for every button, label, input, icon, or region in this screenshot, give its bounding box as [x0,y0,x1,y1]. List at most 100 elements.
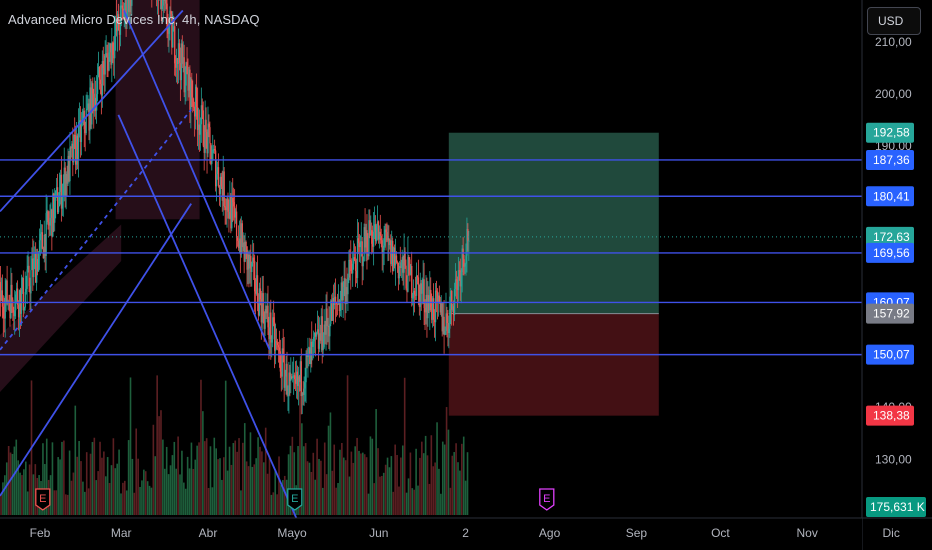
candle [332,297,334,321]
candle [392,240,394,272]
candle [248,254,250,269]
candle [283,354,285,388]
candle [84,129,86,134]
ascending-channel-mid[interactable] [0,109,192,351]
candle [264,309,266,329]
volume-bar [392,491,395,515]
volume-bar [316,438,318,515]
currency-button[interactable]: USD [867,7,921,35]
price-tag[interactable] [866,226,914,247]
candle [466,228,468,256]
earnings-marker-icon[interactable] [539,488,555,511]
candle [16,288,18,295]
candle [252,257,254,263]
volume-bar [354,446,356,515]
volume-bar [82,481,84,515]
candle [439,301,441,313]
volume-bar [411,488,414,515]
candle [434,290,437,323]
volume-bar [221,479,223,515]
descending-channel-upper[interactable] [123,10,271,351]
volume-bar [89,453,92,515]
volume-bar [342,457,345,515]
volume-bar [78,440,80,515]
volume-bar [173,441,176,515]
candle [89,87,91,131]
candle [36,259,38,283]
candle [422,279,424,290]
ascending-channel-upper[interactable] [0,9,184,213]
volume-bar [139,486,141,515]
candle [325,308,327,335]
candle [95,97,97,111]
candle [464,263,466,267]
volume-bar [108,483,111,515]
candle [196,107,199,130]
volume-bar [85,452,88,515]
candle [106,53,108,58]
volume-bar [409,452,412,515]
price-tag[interactable] [866,344,914,365]
volume-bar [436,422,438,515]
candle [309,347,311,364]
candle [58,191,61,207]
position-target-zone[interactable] [448,132,659,314]
price-tag[interactable] [866,405,914,426]
candle [52,193,54,237]
candle [334,296,336,305]
candle [333,297,335,305]
candle [59,174,62,192]
price-tag[interactable] [866,149,914,170]
candle [40,232,43,234]
candle [296,371,299,386]
volume-bar [280,484,282,515]
candle [56,187,59,213]
candle [98,67,101,80]
candle [437,295,440,303]
candle [263,316,265,329]
candle [233,202,235,207]
candle [21,278,24,289]
volume-bar [390,456,393,515]
volume-bar [63,440,65,515]
candle [76,135,79,161]
candle [251,262,253,272]
volume-bar [196,445,198,515]
candle [393,247,395,272]
candle [112,42,114,55]
candle [349,259,351,261]
candle [175,63,177,68]
volume-bar [358,450,360,515]
candle [54,200,56,223]
candle [47,211,49,223]
descending-channel-lower[interactable] [117,114,302,528]
volume-bar [234,440,237,515]
volume-bar [13,446,16,515]
earnings-marker-label: E [543,493,550,505]
earnings-marker-icon[interactable] [287,488,303,511]
candle [36,259,39,272]
price-tag-label: 138,38 [873,409,910,423]
candle [50,209,52,218]
price-tag[interactable] [866,242,914,263]
price-tag[interactable] [866,186,914,207]
position-stop-zone[interactable] [448,313,659,416]
candle [44,234,46,256]
volume-bar [457,462,459,515]
candle [384,229,386,246]
volume-tag[interactable] [866,497,926,517]
candle [397,262,400,279]
candle [97,67,100,78]
volume-bar [183,482,185,515]
earnings-marker-icon[interactable] [35,488,51,511]
price-tag[interactable] [866,303,914,324]
candle [266,305,268,314]
candle [177,43,180,64]
volume-bar [314,479,316,515]
volume-bar [356,437,358,515]
price-tag[interactable] [866,122,914,143]
volume-bar [257,437,259,515]
ascending-channel-lower[interactable] [0,203,192,497]
candle [290,376,292,381]
